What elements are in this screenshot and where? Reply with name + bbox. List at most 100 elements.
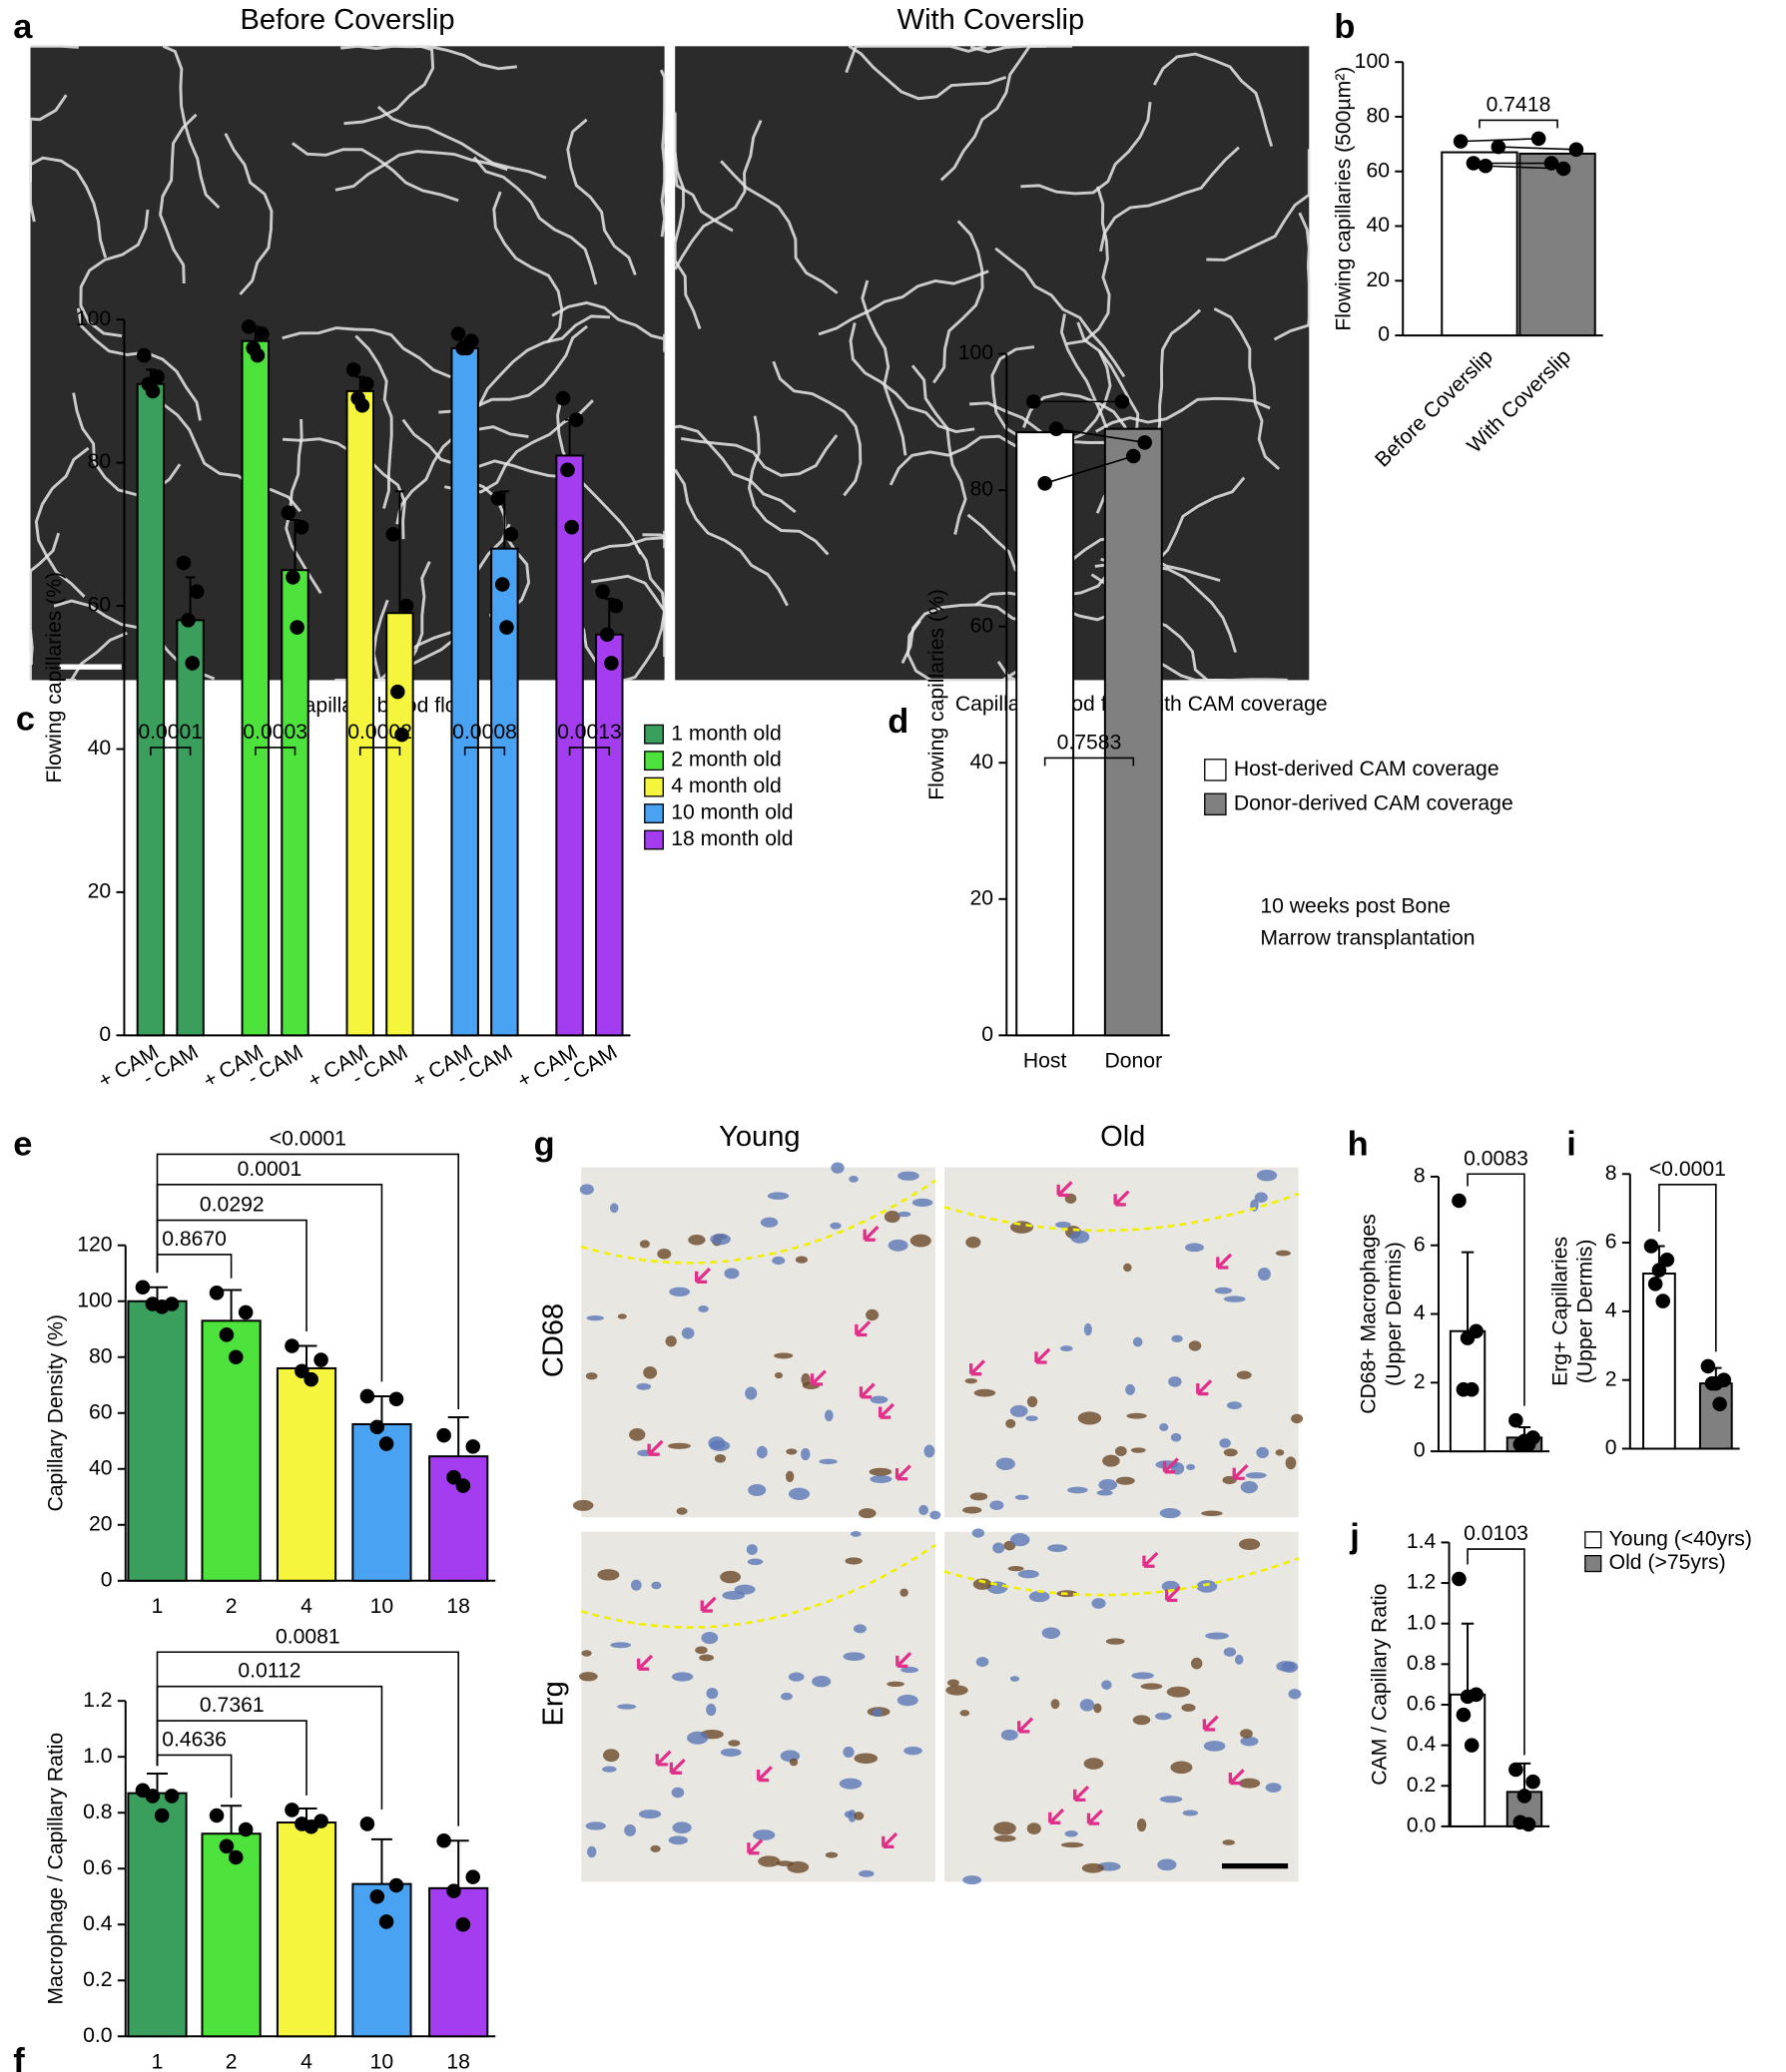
cell bbox=[1275, 1449, 1285, 1456]
cell bbox=[1060, 1345, 1073, 1352]
cell bbox=[617, 1704, 637, 1710]
error-bar bbox=[447, 1415, 469, 1457]
data-point bbox=[394, 727, 409, 743]
cell bbox=[788, 1672, 805, 1682]
cell bbox=[1098, 1479, 1118, 1491]
cell bbox=[884, 1211, 900, 1224]
cell bbox=[1157, 1858, 1177, 1871]
cell bbox=[1009, 1533, 1030, 1547]
data-point bbox=[1704, 1375, 1720, 1391]
y-tick-label: 1.0 bbox=[83, 1745, 112, 1768]
capillary bbox=[747, 415, 830, 556]
cell bbox=[629, 1428, 646, 1441]
arrow bbox=[1165, 1585, 1182, 1603]
cell bbox=[1140, 1683, 1163, 1690]
comparison-bracket bbox=[358, 747, 401, 756]
data-point bbox=[238, 1821, 254, 1837]
data-point bbox=[455, 1478, 471, 1493]
y-tick-label: 0.4 bbox=[83, 1912, 113, 1935]
y-tick-label: 2 bbox=[1605, 1367, 1617, 1390]
cell bbox=[585, 1821, 606, 1830]
column-title: Young bbox=[719, 1121, 800, 1153]
p-value: 0.0008 bbox=[452, 721, 517, 744]
comparison-bracket bbox=[150, 747, 192, 756]
panel-label: a bbox=[13, 8, 33, 46]
cell bbox=[748, 1484, 767, 1497]
data-point bbox=[1048, 421, 1064, 436]
p-value: 0.0002 bbox=[347, 721, 412, 744]
arrow bbox=[1142, 1551, 1159, 1568]
arrow bbox=[1073, 1785, 1090, 1803]
data-point bbox=[499, 620, 514, 635]
capillary bbox=[282, 326, 451, 378]
arrow bbox=[1232, 1463, 1249, 1480]
y-axis-label: Flowing capillaries (500µm²) bbox=[1333, 67, 1356, 331]
legend-swatch bbox=[644, 803, 664, 823]
data-point bbox=[359, 376, 374, 392]
cell bbox=[728, 1740, 741, 1747]
data-point bbox=[359, 1816, 375, 1831]
x-tick-label: 10 bbox=[370, 1595, 394, 1618]
cell bbox=[1181, 1704, 1196, 1713]
data-point bbox=[1137, 435, 1152, 450]
data-point bbox=[303, 1371, 318, 1387]
image-title: With Coverslip bbox=[897, 4, 1085, 36]
cell bbox=[701, 1632, 719, 1645]
arrow bbox=[655, 1750, 672, 1767]
cell bbox=[1166, 1686, 1191, 1698]
cell bbox=[785, 1470, 795, 1483]
cell bbox=[899, 1588, 908, 1597]
y-tick-label: 0.8 bbox=[83, 1801, 112, 1823]
y-tick-label: 20 bbox=[88, 880, 112, 903]
capillary bbox=[292, 142, 459, 203]
annotation: Marrow transplantation bbox=[1260, 926, 1475, 949]
cell bbox=[720, 1748, 742, 1758]
capillary bbox=[673, 152, 702, 329]
y-tick-label: 0 bbox=[1378, 323, 1390, 346]
cell bbox=[1007, 1565, 1024, 1572]
y-tick-label: 0.2 bbox=[83, 1968, 112, 1991]
data-point bbox=[359, 1388, 375, 1404]
comparison-bracket bbox=[463, 747, 506, 756]
cell bbox=[1026, 1822, 1041, 1835]
cell bbox=[965, 1237, 981, 1249]
panel-label: b bbox=[1334, 8, 1355, 46]
cell bbox=[866, 1308, 880, 1321]
bar bbox=[351, 1422, 412, 1582]
data-point bbox=[164, 1789, 180, 1804]
cell bbox=[1070, 1230, 1090, 1244]
cell bbox=[1275, 1250, 1291, 1257]
error-bar bbox=[370, 1837, 392, 1884]
y-tick-label: 60 bbox=[970, 614, 994, 637]
capillary bbox=[969, 44, 1073, 54]
comparison-bracket bbox=[1479, 119, 1558, 129]
cell bbox=[1219, 1438, 1231, 1448]
data-point bbox=[1555, 161, 1571, 177]
arrow bbox=[882, 1831, 898, 1848]
cell bbox=[1114, 1446, 1127, 1457]
cell bbox=[1240, 1736, 1259, 1747]
arrow bbox=[647, 1439, 664, 1456]
cell bbox=[1159, 1423, 1169, 1431]
cell bbox=[1170, 1432, 1182, 1442]
cell bbox=[1050, 1699, 1060, 1710]
data-point bbox=[465, 1869, 481, 1884]
data-point bbox=[1114, 394, 1130, 409]
bar bbox=[345, 389, 374, 1037]
cell bbox=[1170, 1761, 1193, 1775]
arrow bbox=[878, 1402, 895, 1419]
cell bbox=[724, 1268, 740, 1280]
annotation: 10 weeks post Bone bbox=[1260, 895, 1451, 918]
panel-label: c bbox=[16, 701, 35, 739]
arrow bbox=[694, 1267, 712, 1285]
data-point bbox=[1655, 1294, 1671, 1308]
capillary bbox=[932, 220, 984, 384]
x-tick-label: 1 bbox=[152, 2050, 164, 2072]
bar bbox=[127, 1792, 188, 2038]
cell bbox=[1201, 1510, 1223, 1517]
epidermis-border bbox=[943, 1192, 1300, 1233]
cell bbox=[709, 1440, 731, 1451]
data-point bbox=[345, 362, 361, 377]
cell bbox=[1126, 1412, 1147, 1419]
p-value: 0.0013 bbox=[557, 721, 622, 744]
